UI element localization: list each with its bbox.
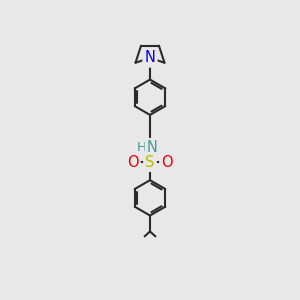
Text: H: H bbox=[136, 141, 146, 154]
Text: O: O bbox=[161, 155, 173, 170]
Text: S: S bbox=[145, 155, 155, 170]
Text: N: N bbox=[147, 140, 158, 155]
Text: O: O bbox=[127, 155, 139, 170]
Text: N: N bbox=[145, 50, 155, 65]
